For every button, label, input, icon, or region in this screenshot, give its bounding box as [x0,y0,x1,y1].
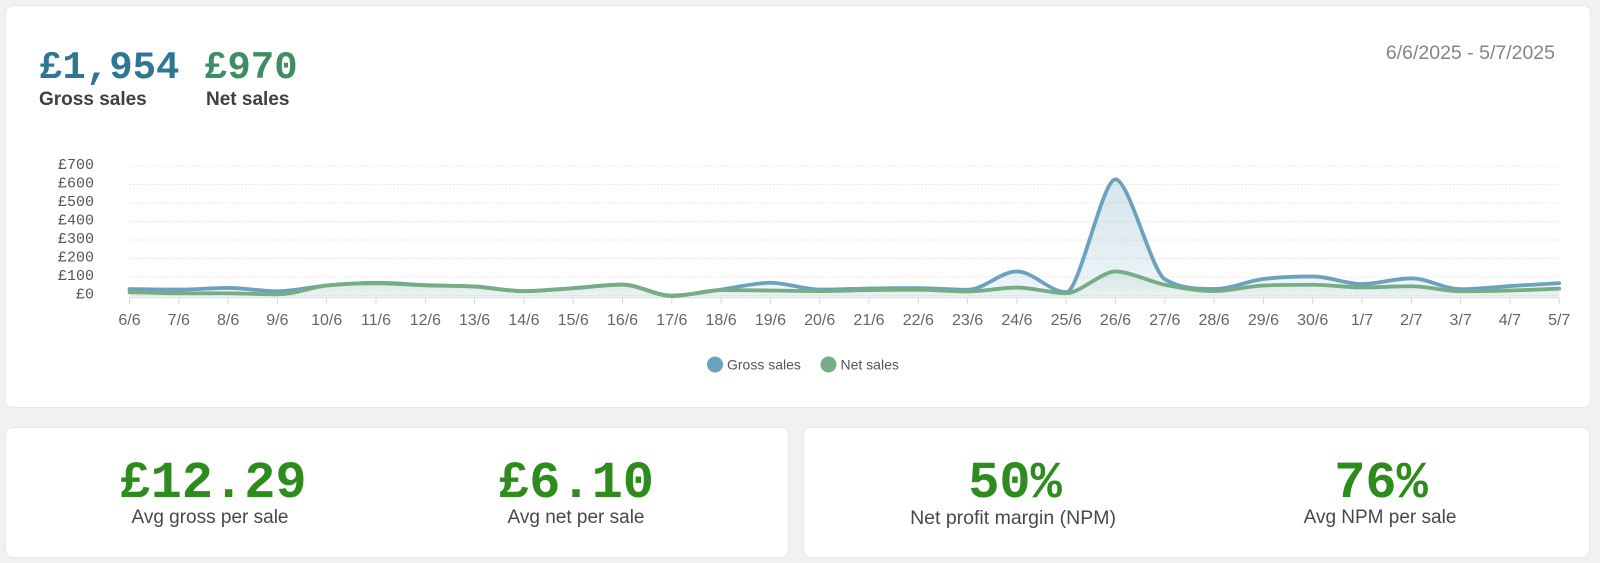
svg-text:21/6: 21/6 [853,312,884,329]
svg-text:£100: £100 [58,268,94,285]
svg-text:£600: £600 [58,176,94,193]
svg-text:29/6: 29/6 [1248,312,1279,329]
svg-text:2/7: 2/7 [1400,312,1422,329]
svg-text:5/7: 5/7 [1548,312,1570,329]
svg-text:£200: £200 [58,250,94,267]
svg-text:26/6: 26/6 [1100,312,1131,329]
svg-text:12/6: 12/6 [410,312,441,329]
svg-text:25/6: 25/6 [1051,312,1082,329]
svg-text:13/6: 13/6 [459,312,490,329]
svg-text:17/6: 17/6 [656,312,687,329]
svg-text:28/6: 28/6 [1199,312,1230,329]
svg-text:Gross sales: Gross sales [727,357,801,373]
svg-text:18/6: 18/6 [706,312,737,329]
svg-text:£300: £300 [58,231,94,248]
svg-text:27/6: 27/6 [1149,312,1180,329]
svg-text:14/6: 14/6 [508,312,539,329]
svg-text:23/6: 23/6 [952,312,983,329]
svg-text:15/6: 15/6 [558,312,589,329]
svg-text:22/6: 22/6 [903,312,934,329]
svg-text:3/7: 3/7 [1449,312,1471,329]
svg-text:8/6: 8/6 [217,312,239,329]
svg-text:30/6: 30/6 [1297,312,1328,329]
svg-text:7/6: 7/6 [168,312,190,329]
svg-text:10/6: 10/6 [311,312,342,329]
svg-text:20/6: 20/6 [804,312,835,329]
svg-text:1/7: 1/7 [1351,312,1373,329]
svg-text:Net sales: Net sales [841,357,899,373]
svg-text:9/6: 9/6 [266,312,288,329]
svg-text:4/7: 4/7 [1499,312,1521,329]
svg-text:£500: £500 [58,194,94,211]
svg-text:24/6: 24/6 [1001,312,1032,329]
svg-text:£400: £400 [58,213,94,230]
svg-text:19/6: 19/6 [755,312,786,329]
svg-text:£0: £0 [76,287,94,304]
svg-text:£700: £700 [58,157,94,174]
svg-text:11/6: 11/6 [361,312,391,329]
svg-text:6/6: 6/6 [118,312,140,329]
svg-text:16/6: 16/6 [607,312,638,329]
